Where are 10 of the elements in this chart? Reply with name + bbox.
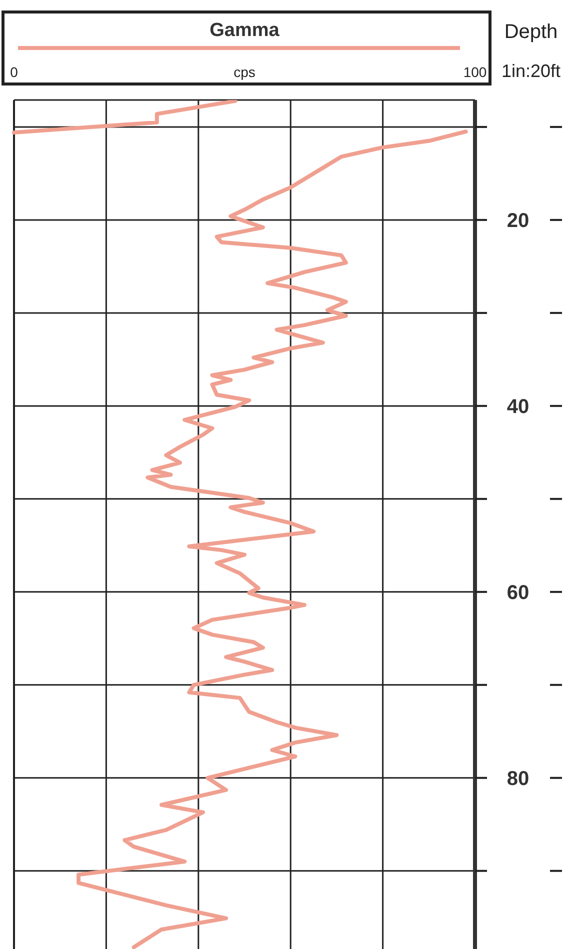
x-tick-label: 100 (463, 64, 487, 80)
y-tick-label: 40 (506, 396, 530, 418)
text: Gamma (210, 20, 280, 41)
y-tick-label: 20 (506, 210, 530, 232)
y-tick-label: 80 (506, 768, 530, 790)
x-axis-title: cps (234, 64, 256, 80)
y-tick-label: 60 (506, 582, 530, 604)
x-tick-label: 0 (10, 64, 18, 80)
y-axis-title: Depth (504, 21, 558, 43)
text: 1in:20ft (501, 61, 561, 81)
